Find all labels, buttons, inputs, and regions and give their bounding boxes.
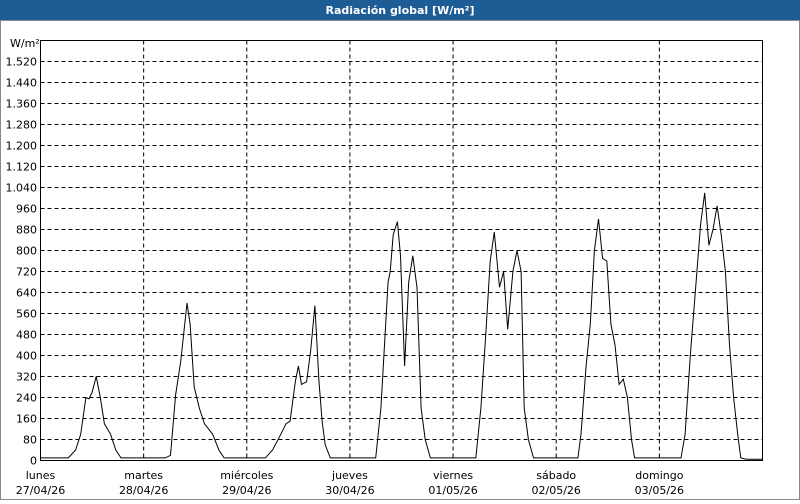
- x-tick-label: lunes: [26, 469, 56, 482]
- x-tick-date: 27/04/26: [16, 484, 65, 497]
- y-tick-label: 1.120: [6, 161, 38, 174]
- x-tick-date: 30/04/26: [325, 484, 374, 497]
- y-tick-label: 320: [16, 371, 37, 384]
- y-tick-label: 160: [16, 413, 37, 426]
- y-tick-label: 0: [30, 455, 37, 468]
- y-tick-label: 720: [16, 266, 37, 279]
- x-tick-date: 29/04/26: [222, 484, 271, 497]
- y-tick-label: 560: [16, 308, 37, 321]
- y-tick-label: 400: [16, 350, 37, 363]
- y-tick-label: 640: [16, 287, 37, 300]
- window-border: [0, 20, 800, 500]
- data-line: [40, 192, 763, 460]
- y-tick-label: 1.520: [6, 56, 38, 69]
- y-tick-label: 960: [16, 203, 37, 216]
- x-tick-date: 28/04/26: [119, 484, 168, 497]
- x-tick-date: 03/05/26: [635, 484, 684, 497]
- y-tick-label: 80: [23, 434, 37, 447]
- y-tick-label: 1.200: [6, 140, 38, 153]
- x-tick-label: miércoles: [220, 469, 273, 482]
- x-tick-label: viernes: [433, 469, 473, 482]
- x-tick-date: 01/05/26: [428, 484, 477, 497]
- y-tick-label: 1.040: [6, 182, 38, 195]
- y-tick-label: 1.360: [6, 98, 38, 111]
- y-tick-label: 240: [16, 392, 37, 405]
- y-tick-label: 800: [16, 245, 37, 258]
- x-tick-label: martes: [124, 469, 163, 482]
- x-tick-label: jueves: [331, 469, 368, 482]
- chart-title: Radiación global [W/m²]: [325, 4, 474, 17]
- y-unit: W/m²: [10, 37, 40, 50]
- x-tick-label: sábado: [536, 469, 576, 482]
- x-tick-date: 02/05/26: [532, 484, 581, 497]
- y-tick-label: 480: [16, 329, 37, 342]
- y-tick-label: 880: [16, 224, 37, 237]
- title-bar: [0, 0, 800, 20]
- y-tick-label: 1.280: [6, 119, 38, 132]
- y-tick-label: 1.440: [6, 77, 38, 90]
- x-tick-label: domingo: [635, 469, 683, 482]
